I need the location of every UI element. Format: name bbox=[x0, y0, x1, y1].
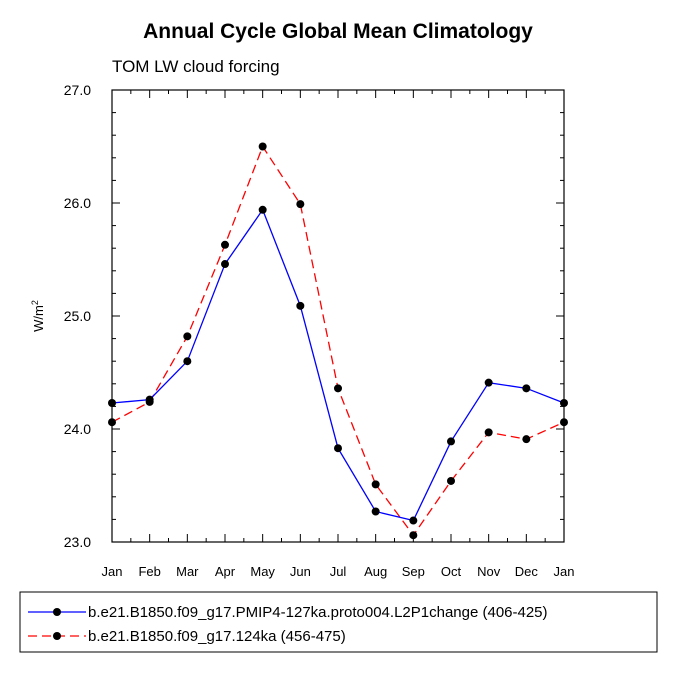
series-1-point bbox=[258, 205, 267, 214]
series-layer bbox=[108, 142, 568, 540]
series-1-point bbox=[108, 399, 116, 408]
x-tick-label: Aug bbox=[364, 564, 387, 579]
series-2-point bbox=[108, 418, 116, 427]
series-2-point bbox=[258, 142, 267, 151]
series-2-point bbox=[560, 418, 568, 427]
series-2-point bbox=[221, 240, 229, 249]
y-tick-label: 26.0 bbox=[64, 195, 91, 211]
x-tick-label: Jul bbox=[330, 564, 347, 579]
legend-frame bbox=[19, 591, 658, 653]
legend-swatch-marker-2 bbox=[53, 632, 61, 640]
series-2-point bbox=[371, 480, 380, 489]
series-1-point bbox=[409, 516, 418, 525]
chart-title: Annual Cycle Global Mean Climatology bbox=[143, 20, 533, 43]
y-axis-label-superscript: 2 bbox=[30, 300, 40, 305]
series-line-2 bbox=[111, 145, 565, 537]
x-tick-label: Apr bbox=[215, 564, 236, 579]
legend-label-2: b.e21.B1850.f09_g17.124ka (456-475) bbox=[88, 628, 346, 645]
legend-swatch-marker-1 bbox=[53, 608, 61, 616]
x-tick-label: May bbox=[250, 564, 275, 579]
series-2-point bbox=[484, 428, 493, 437]
series-1-point bbox=[522, 384, 531, 393]
x-tick-label: Oct bbox=[441, 564, 462, 579]
series-1-point bbox=[221, 260, 229, 269]
axis-ticks bbox=[111, 89, 565, 543]
series-2-point bbox=[296, 200, 305, 209]
plot-area: Jan Feb Mar Apr May Jun Jul Aug Sep Oct Nov Dec Jan … bbox=[64, 82, 575, 579]
x-axis-tick-labels: Jan Feb Mar Apr May Jun Jul Aug Sep Oct Nov Dec Jan bbox=[102, 564, 575, 579]
x-tick-label: Jan bbox=[102, 564, 123, 579]
x-tick-label: Feb bbox=[138, 564, 160, 579]
chart-subtitle: TOM LW cloud forcing bbox=[112, 57, 280, 76]
series-1-point bbox=[183, 357, 192, 366]
y-tick-label: 23.0 bbox=[64, 534, 91, 550]
y-tick-label: 27.0 bbox=[64, 82, 91, 98]
series-2-point bbox=[447, 476, 455, 485]
x-tick-label: Nov bbox=[477, 564, 501, 579]
series-2-point bbox=[145, 397, 154, 406]
series-1-point bbox=[560, 399, 568, 408]
series-1-point bbox=[447, 437, 455, 446]
legend-label-1: b.e21.B1850.f09_g17.PMIP4-127ka.proto004… bbox=[88, 604, 548, 621]
series-2-point bbox=[334, 384, 342, 393]
y-tick-label: 25.0 bbox=[64, 308, 91, 324]
series-2-point bbox=[409, 531, 418, 540]
series-1-point bbox=[334, 444, 342, 453]
x-tick-label: Dec bbox=[515, 564, 539, 579]
series-1-point bbox=[484, 378, 493, 387]
x-tick-label: Jun bbox=[290, 564, 311, 579]
y-tick-label: 24.0 bbox=[64, 421, 91, 437]
legend: b.e21.B1850.f09_g17.PMIP4-127ka.proto004… bbox=[19, 591, 658, 653]
series-2-point bbox=[183, 332, 192, 341]
plot-frame bbox=[111, 89, 565, 543]
x-tick-label: Mar bbox=[176, 564, 199, 579]
y-axis-label: W/m2 bbox=[30, 300, 46, 332]
series-1-point bbox=[296, 301, 305, 310]
series-line-1 bbox=[111, 208, 565, 522]
y-axis-tick-labels: 23.0 24.0 25.0 26.0 27.0 bbox=[64, 82, 91, 550]
series-2-point bbox=[522, 435, 531, 444]
series-1-point bbox=[371, 507, 380, 516]
x-tick-label: Sep bbox=[402, 564, 425, 579]
x-tick-label: Jan bbox=[554, 564, 575, 579]
y-axis-label-text: W/m bbox=[31, 305, 46, 332]
